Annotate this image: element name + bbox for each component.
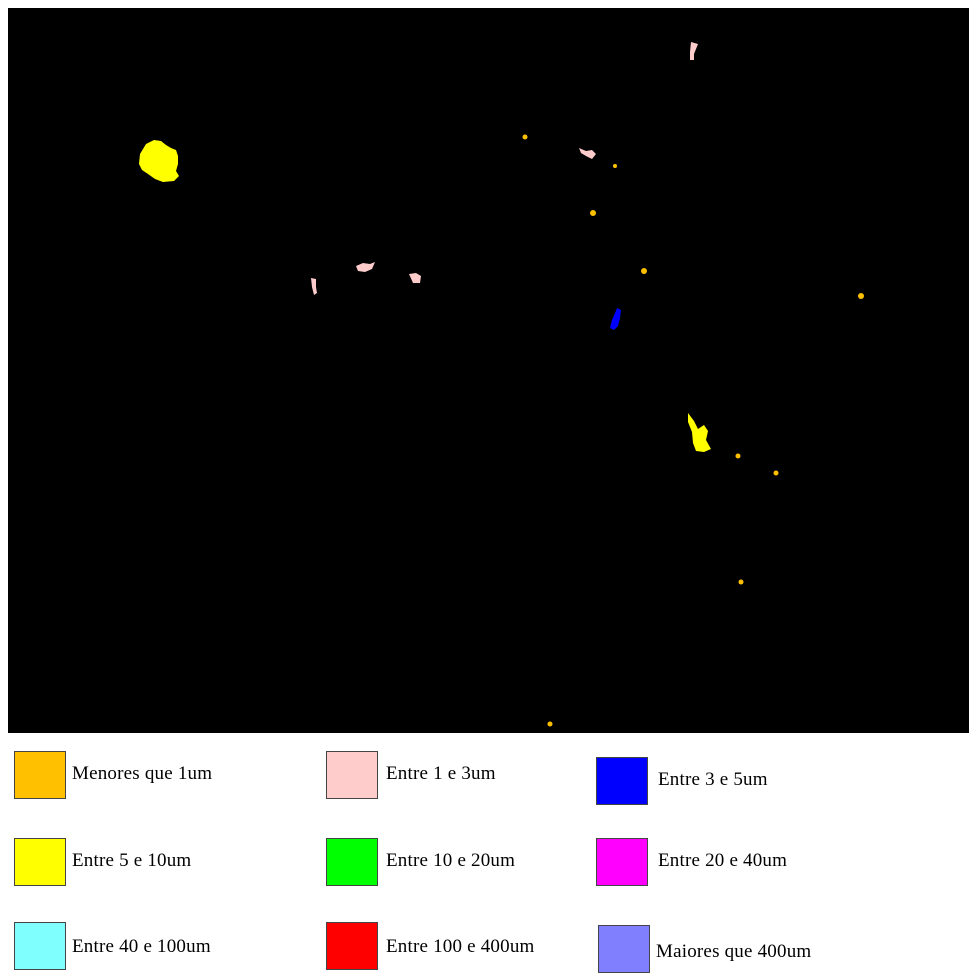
swatch-gt400 [598,925,650,973]
particle-lt1-g [773,470,779,476]
legend-label-3to5: Entre 3 e 5um [658,769,768,790]
swatch-lt1 [14,751,66,799]
legend-label-10to20: Entre 10 e 20um [386,850,516,871]
particle-lt1-f [735,453,741,459]
swatch-40to100 [14,922,66,970]
particle-map [139,42,864,727]
swatch-100to400 [326,922,378,970]
swatch-20to40 [596,838,648,886]
legend-label-1to3: Entre 1 e 3um [386,763,496,784]
legend-label-5to10: Entre 5 e 10um [72,850,192,871]
particle-5to10-a [139,140,179,182]
particle-lt1-b [613,164,617,168]
particle-image [8,8,969,733]
particle-3to5 [610,308,621,330]
size-legend: Menores que 1um Entre 1 e 3um Entre 3 e … [0,735,969,974]
particle-lt1-c [590,210,596,216]
particle-lt1-e [858,293,864,299]
particle-5to10-b [688,413,711,452]
swatch-10to20 [326,838,378,886]
particle-1to3-c [356,262,375,272]
particle-lt1-a [522,134,528,140]
particle-1to3-a [690,42,698,60]
particle-1to3-d [409,273,421,283]
particle-lt1-h [738,579,744,585]
particle-1to3-e [311,278,317,295]
legend-label-100to400: Entre 100 e 400um [386,936,535,957]
legend-label-40to100: Entre 40 e 100um [72,936,211,957]
swatch-5to10 [14,838,66,886]
swatch-1to3 [326,751,378,799]
particle-1to3-b [579,148,596,159]
particle-lt1-d [641,268,647,274]
particle-lt1-i [547,721,553,727]
legend-label-gt400: Maiores que 400um [656,941,812,962]
swatch-3to5 [596,757,648,805]
legend-label-20to40: Entre 20 e 40um [658,850,788,871]
legend-label-lt1: Menores que 1um [72,763,213,784]
